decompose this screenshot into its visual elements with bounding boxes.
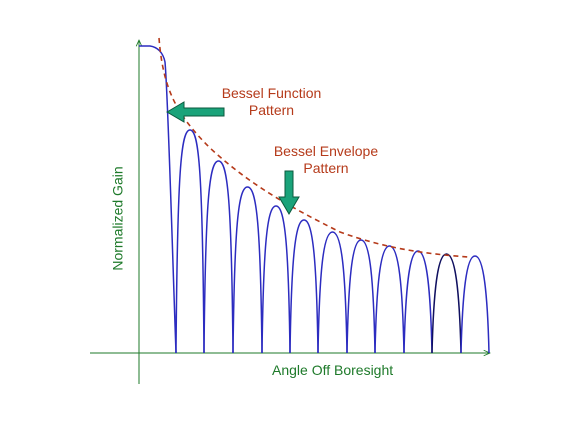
side-lobe xyxy=(346,239,376,354)
side-lobe xyxy=(232,186,263,354)
y-axis-label: Normalized Gain xyxy=(109,166,126,271)
bessel-envelope-label-line2: Pattern xyxy=(303,160,349,176)
x-axis-label: Angle Off Boresight xyxy=(272,362,394,378)
side-lobe xyxy=(460,255,490,354)
bessel-envelope-label-line1: Bessel Envelope xyxy=(273,143,379,159)
bessel-function-label-line1: Bessel Function xyxy=(221,85,322,101)
side-lobe xyxy=(261,205,291,354)
side-lobe xyxy=(374,245,405,354)
bessel-envelope-arrow xyxy=(278,170,300,215)
bessel-function-curve xyxy=(139,45,490,354)
side-lobe xyxy=(431,253,462,354)
side-lobe xyxy=(289,219,319,354)
side-lobe xyxy=(203,160,234,354)
bessel-function-label: Bessel Function Pattern xyxy=(214,85,329,119)
side-lobe xyxy=(403,250,433,354)
bessel-envelope-curve xyxy=(158,37,469,258)
side-lobe xyxy=(317,231,348,354)
bessel-function-label-line2: Pattern xyxy=(248,102,295,118)
main-lobe xyxy=(139,45,177,354)
bessel-envelope-label: Bessel Envelope Pattern xyxy=(266,143,386,177)
side-lobe xyxy=(175,129,205,354)
bessel-function-arrow xyxy=(166,101,225,123)
